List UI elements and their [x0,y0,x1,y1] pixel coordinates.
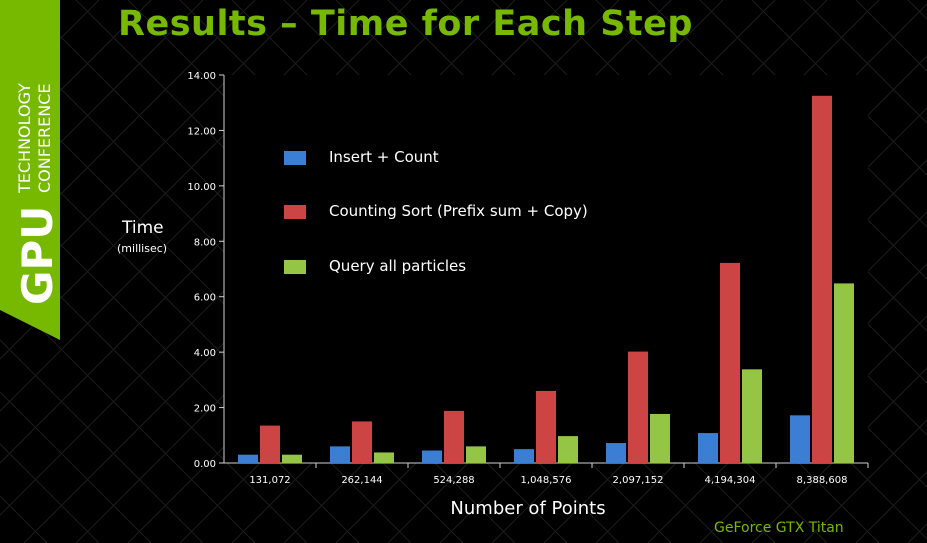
y-axis-label: Time [122,218,164,238]
x-tick-label: 2,097,152 [613,475,664,486]
bar-insert-count [514,449,534,463]
legend-label: Insert + Count [329,148,439,166]
banner-gpu-text: GPU [13,206,60,305]
bar-insert-count [790,415,810,463]
bar-counting-sort [260,425,280,463]
legend-label: Counting Sort (Prefix sum + Copy) [329,202,588,220]
y-tick-label: 2.00 [194,404,216,415]
conference-banner [0,0,60,340]
x-tick-label: 8,388,608 [797,475,848,486]
bar-counting-sort [536,390,556,463]
x-tick-label: 262,144 [341,475,382,486]
bar-query [282,454,302,463]
bar-counting-sort [444,410,464,463]
y-tick-label: 8.00 [194,237,216,248]
bar-insert-count [698,433,718,463]
bar-counting-sort [720,262,740,463]
y-tick-label: 0.00 [194,459,216,470]
bar-query [466,446,486,463]
x-tick-label: 524,288 [433,475,474,486]
bar-insert-count [606,443,626,463]
y-tick-label: 12.00 [187,126,216,137]
x-tick-label: 1,048,576 [521,475,572,486]
bar-query [742,369,762,463]
bar-counting-sort [352,421,372,463]
bar-counting-sort [628,351,648,463]
banner-conference-text: CONFERENCE [35,83,54,193]
legend-swatch [284,205,306,219]
bar-query [650,413,670,463]
bar-insert-count [422,450,442,463]
gpu-model-note: GeForce GTX Titan [714,520,844,536]
bar-insert-count [238,454,258,463]
x-axis-label: Number of Points [450,498,606,519]
y-tick-label: 14.00 [187,71,216,82]
legend-label: Query all particles [329,257,467,275]
y-axis-unit: (millisec) [117,242,168,255]
slide-title: Results – Time for Each Step [118,4,693,44]
legend-swatch [284,260,306,274]
bar-counting-sort [812,95,832,464]
y-tick-label: 6.00 [194,293,216,304]
y-tick-label: 10.00 [187,182,216,193]
bar-query [558,436,578,463]
x-tick-label: 131,072 [249,475,290,486]
conference-logo: GPU TECHNOLOGY CONFERENCE [13,83,60,305]
bar-insert-count [330,446,350,463]
bar-query [374,452,394,463]
x-tick-label: 4,194,304 [705,475,756,486]
bar-query [834,283,854,463]
banner-technology-text: TECHNOLOGY [15,83,34,194]
y-tick-label: 4.00 [194,348,216,359]
legend-swatch [284,151,306,165]
